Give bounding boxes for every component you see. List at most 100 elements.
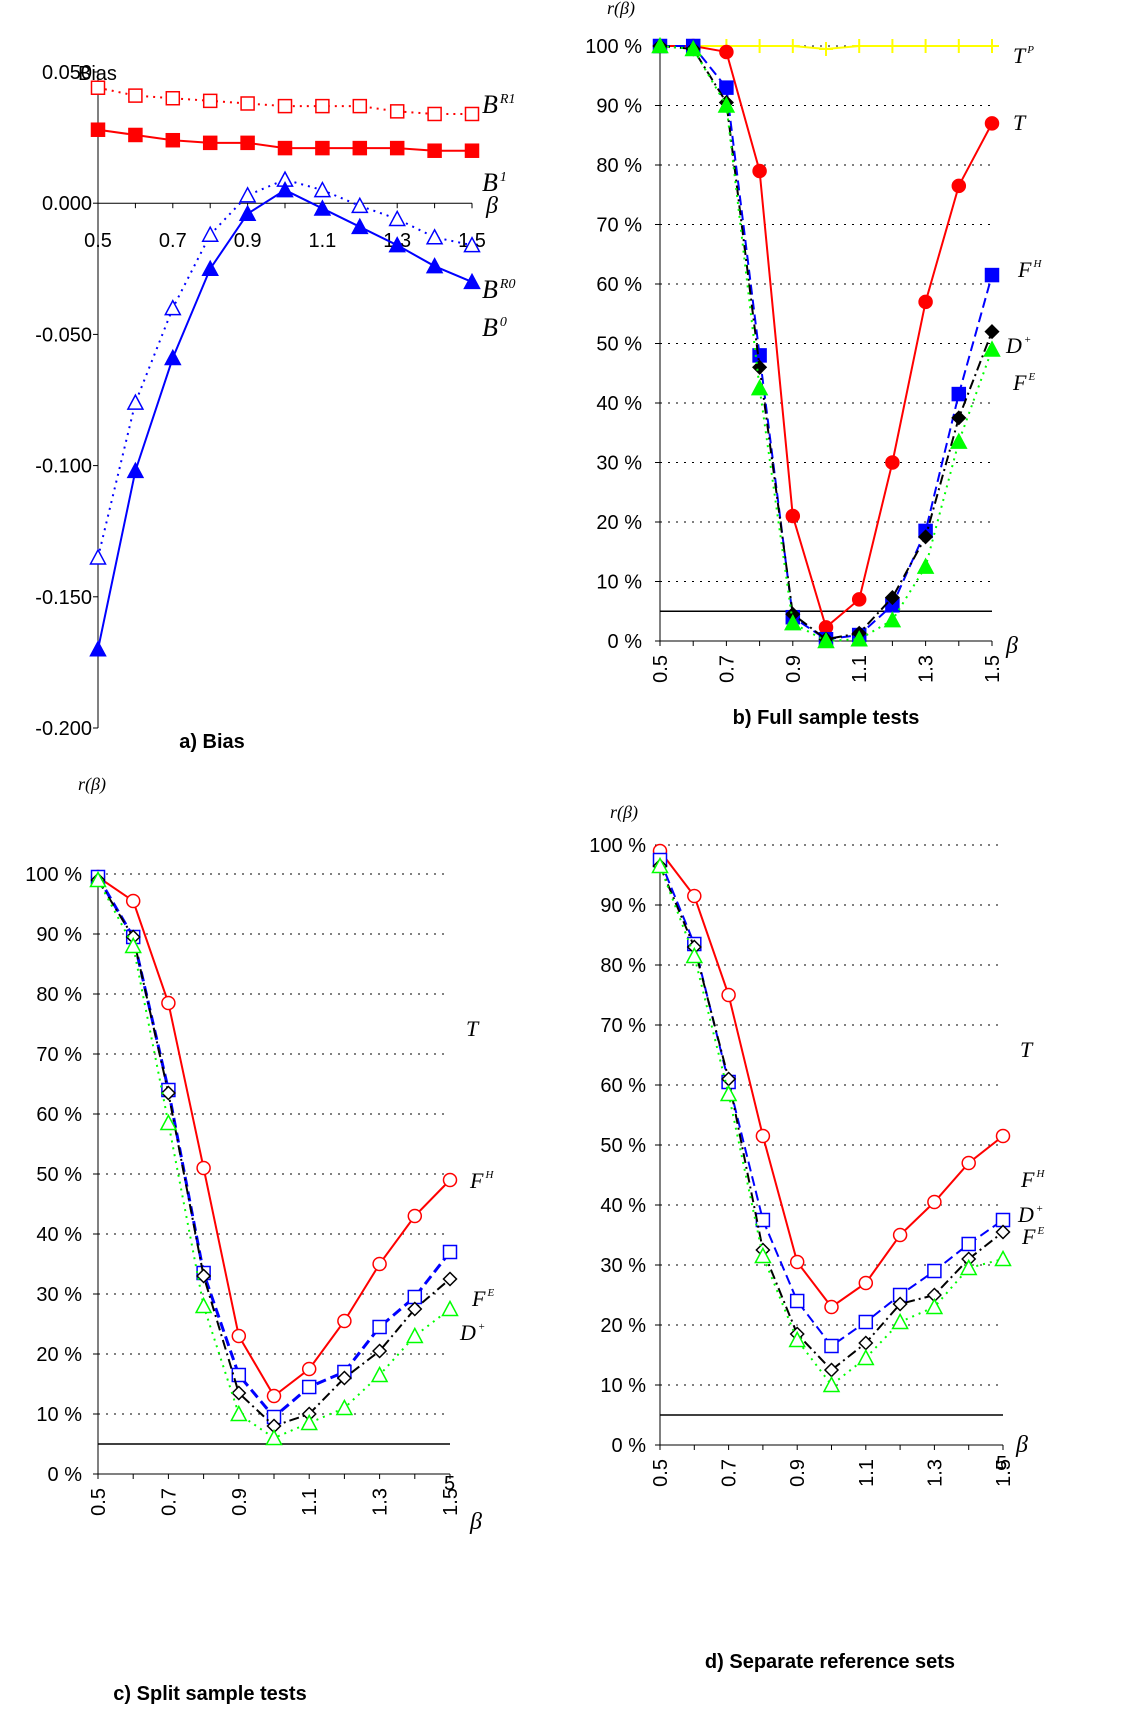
x-tick-label: 1.1 bbox=[308, 230, 336, 252]
panel-caption: d) Separate reference sets bbox=[705, 1651, 955, 1673]
data-point bbox=[231, 1328, 247, 1344]
y-tick-label: 90 % bbox=[596, 96, 642, 118]
y-tick-label: 80 % bbox=[36, 984, 82, 1006]
series-label-sup: + bbox=[478, 1321, 485, 1333]
data-point bbox=[124, 936, 142, 954]
y-tick-label: 70 % bbox=[596, 215, 642, 237]
series-d bbox=[652, 858, 1011, 1378]
data-point bbox=[370, 1365, 389, 1383]
data-point bbox=[265, 1428, 283, 1446]
data-point bbox=[961, 1236, 976, 1252]
data-point bbox=[128, 127, 143, 143]
data-point bbox=[464, 143, 480, 158]
data-point bbox=[721, 987, 736, 1003]
data-point bbox=[266, 1388, 282, 1404]
data-point bbox=[240, 96, 255, 111]
data-point bbox=[196, 1268, 212, 1284]
data-point bbox=[301, 1379, 317, 1395]
data-point bbox=[336, 1370, 352, 1386]
y-tick-label: 0 % bbox=[612, 1435, 647, 1457]
data-point bbox=[160, 1085, 176, 1101]
data-point bbox=[201, 225, 219, 242]
data-point bbox=[994, 1249, 1012, 1267]
series-line bbox=[97, 188, 473, 650]
series-line bbox=[97, 86, 472, 115]
x-tick-label: 1.1 bbox=[299, 1488, 321, 1516]
y-tick-label: 50 % bbox=[36, 1164, 82, 1186]
data-point bbox=[406, 1326, 424, 1344]
series-label-main: T bbox=[1020, 1037, 1034, 1062]
data-point bbox=[995, 1224, 1011, 1240]
data-point bbox=[372, 1319, 387, 1335]
data-point bbox=[995, 1128, 1011, 1144]
data-point bbox=[824, 1299, 839, 1315]
series-label-sup: + bbox=[1036, 1203, 1043, 1215]
x-tick-label: 1.3 bbox=[370, 1488, 392, 1516]
panel-caption: c) Split sample tests bbox=[113, 1683, 306, 1705]
y-tick-label: 50 % bbox=[600, 1135, 646, 1157]
x-tick-label: 0.7 bbox=[716, 655, 738, 683]
data-point bbox=[651, 36, 669, 54]
x-tick-label: 0.9 bbox=[229, 1488, 251, 1516]
data-point bbox=[785, 39, 800, 53]
data-point bbox=[858, 1314, 874, 1330]
x-tick-label: 1.5 bbox=[440, 1488, 462, 1516]
series-label-t: T bbox=[1013, 110, 1027, 135]
x-axis-label: β bbox=[469, 1509, 482, 1535]
x-tick-label: 0.9 bbox=[783, 655, 805, 683]
data-point bbox=[824, 1338, 839, 1354]
y-tick-label: 90 % bbox=[36, 924, 82, 946]
series-label-main: D bbox=[459, 1320, 476, 1345]
data-point bbox=[822, 1375, 841, 1393]
series-label-sup: P bbox=[1026, 44, 1034, 56]
chart-panel-c: 100 %90 %80 %70 %60 %50 %40 %30 %20 %10 … bbox=[25, 774, 494, 1705]
data-point bbox=[789, 1254, 805, 1270]
data-point bbox=[126, 393, 145, 410]
data-point bbox=[372, 1256, 387, 1272]
chart-panel-b: 100 % 90 % 80 % 70 % 60 % 50 % 40 % 30 % 20 % 10 … bbox=[585, 0, 1042, 729]
data-point bbox=[90, 122, 106, 137]
y-tick-label: 50 % bbox=[596, 334, 642, 356]
data-point bbox=[892, 1296, 908, 1312]
panel-caption: b) Full sample tests bbox=[733, 707, 920, 729]
y-tick-label: 100 % bbox=[585, 36, 642, 58]
y-tick-label: -0.200 bbox=[35, 718, 92, 740]
data-point bbox=[201, 259, 219, 277]
data-point bbox=[951, 410, 967, 426]
data-point bbox=[276, 180, 294, 198]
y-tick-label: -0.050 bbox=[35, 324, 92, 346]
data-point bbox=[951, 39, 966, 53]
y-tick-label: 40 % bbox=[36, 1224, 82, 1246]
y-axis-label: r(β) bbox=[607, 0, 635, 19]
series-label-main: B bbox=[482, 168, 498, 197]
data-point bbox=[850, 630, 868, 647]
data-point bbox=[425, 257, 444, 274]
y-tick-label: 30 % bbox=[36, 1284, 82, 1306]
data-point bbox=[238, 204, 257, 221]
data-point bbox=[918, 294, 933, 310]
extra-text: 5 bbox=[996, 1453, 1007, 1475]
data-point bbox=[442, 1172, 458, 1188]
data-point bbox=[951, 386, 967, 402]
data-point bbox=[313, 199, 332, 216]
y-tick-label: 70 % bbox=[36, 1044, 82, 1066]
data-point bbox=[883, 611, 902, 628]
series-line bbox=[96, 876, 452, 1420]
data-point bbox=[918, 529, 934, 545]
data-point bbox=[315, 140, 330, 156]
series-line bbox=[659, 865, 1004, 1372]
data-point bbox=[784, 614, 802, 631]
x-tick-label: 1.3 bbox=[916, 655, 938, 683]
data-point bbox=[984, 116, 1000, 131]
data-point bbox=[407, 1301, 423, 1317]
data-point bbox=[750, 379, 769, 396]
data-point bbox=[961, 1155, 976, 1171]
x-tick-label: 0.9 bbox=[787, 1459, 809, 1487]
data-point bbox=[352, 140, 368, 156]
data-point bbox=[755, 1212, 771, 1228]
data-point bbox=[717, 96, 736, 113]
chart-panel-a: 0.050 0.000 -0.050 -0.100 -0.150 -0.200 0.5 0.7… bbox=[35, 62, 515, 753]
